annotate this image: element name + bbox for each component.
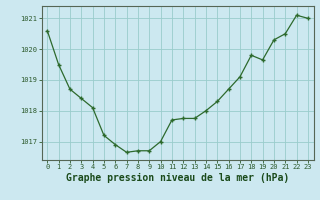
X-axis label: Graphe pression niveau de la mer (hPa): Graphe pression niveau de la mer (hPa) xyxy=(66,173,289,183)
